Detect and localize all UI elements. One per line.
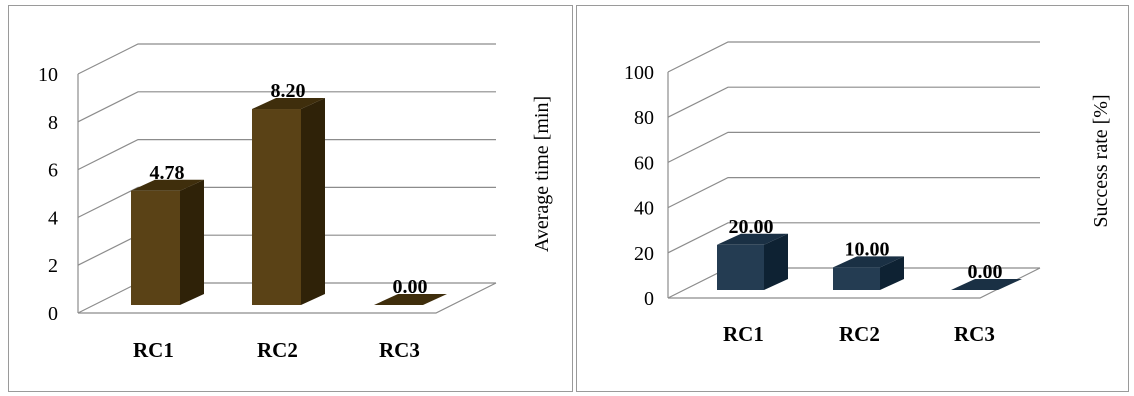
gridline <box>667 41 1040 73</box>
bar-side <box>764 233 788 290</box>
left-y-tick-labels: 0 2 4 6 8 10 <box>38 64 58 325</box>
floor-edge <box>668 267 1041 299</box>
data-label: 0.00 <box>393 276 428 298</box>
category-label: RC1 <box>723 322 764 346</box>
y-tick-label: 2 <box>48 255 58 277</box>
y-tick-label: 60 <box>634 152 654 174</box>
bar-top <box>833 256 904 268</box>
gridline <box>77 139 496 171</box>
gridline <box>667 86 1040 118</box>
gridline <box>667 222 1040 254</box>
bar-top <box>717 233 788 245</box>
y-tick-label: 6 <box>48 160 58 182</box>
bar-top <box>252 98 325 110</box>
y-tick-label: 4 <box>48 207 58 229</box>
bar-top <box>131 179 204 191</box>
category-label: RC3 <box>954 322 995 346</box>
data-label: 8.20 <box>271 80 306 102</box>
left-data-labels: 4.78 8.20 0.00 <box>150 80 428 298</box>
category-label: RC2 <box>839 322 880 346</box>
data-label: 10.00 <box>845 238 890 260</box>
left-chart: 0 2 4 6 8 10 RC1 RC2 RC3 4.78 8.20 0.00 Average t… <box>38 43 553 362</box>
category-label: RC3 <box>379 338 420 362</box>
y-tick-label: 8 <box>48 112 58 134</box>
gridline <box>667 131 1040 163</box>
gridline <box>77 186 496 218</box>
gridline <box>77 43 496 75</box>
bar-side <box>880 256 904 290</box>
right-bars <box>717 233 1022 290</box>
y-tick-label: 0 <box>48 303 58 325</box>
gridline <box>667 177 1040 209</box>
data-label: 20.00 <box>729 216 774 238</box>
gridline <box>77 91 496 123</box>
bar-top <box>951 279 1022 290</box>
bar-side <box>180 179 204 305</box>
y-tick-label: 100 <box>624 62 654 84</box>
y-tick-label: 10 <box>38 64 58 86</box>
right-y-tick-labels: 0 20 40 60 80 100 <box>624 62 654 310</box>
right-chart: 0 20 40 60 80 100 RC1 RC2 RC3 20.00 10.00 0.00 Su… <box>624 41 1112 346</box>
left-bars <box>131 98 447 306</box>
bar-side <box>301 98 325 306</box>
bar-top <box>374 294 447 305</box>
bar <box>717 244 764 290</box>
bar <box>252 109 301 306</box>
data-label: 4.78 <box>150 162 185 184</box>
category-label: RC2 <box>257 338 298 362</box>
floor-edge <box>78 282 497 314</box>
left-category-labels: RC1 RC2 RC3 <box>133 338 420 362</box>
bar <box>131 190 180 305</box>
right-y-axis-label: Success rate [%] <box>1090 94 1112 227</box>
right-category-labels: RC1 RC2 RC3 <box>723 322 995 346</box>
category-label: RC1 <box>133 338 174 362</box>
y-tick-label: 80 <box>634 107 654 129</box>
left-y-axis-label: Average time [min] <box>531 96 553 252</box>
data-label: 0.00 <box>968 261 1003 283</box>
y-tick-label: 0 <box>644 288 654 310</box>
y-tick-label: 40 <box>634 198 654 220</box>
right-data-labels: 20.00 10.00 0.00 <box>729 216 1003 283</box>
bar <box>833 267 880 290</box>
y-tick-label: 20 <box>634 243 654 265</box>
